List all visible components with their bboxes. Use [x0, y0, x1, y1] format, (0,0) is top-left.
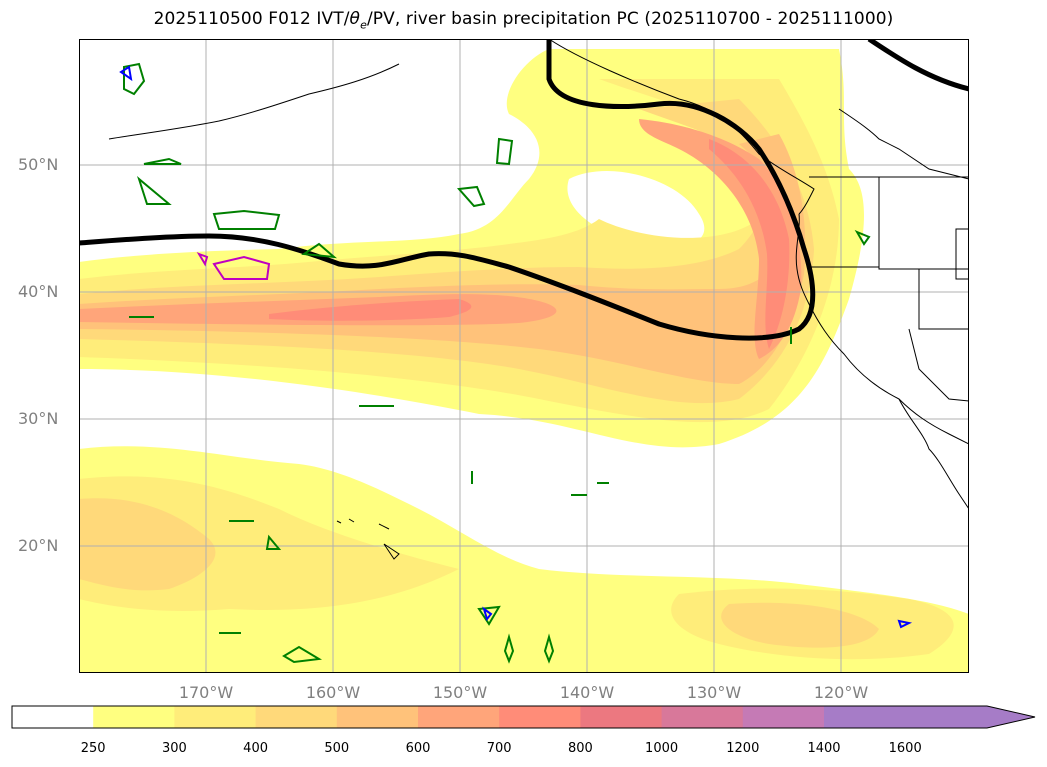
- colorbar-segment: [580, 706, 663, 728]
- lon-label-160w: 160°W: [305, 683, 361, 702]
- colorbar: [11, 705, 1036, 729]
- lon-label-170w: 170°W: [178, 683, 234, 702]
- gridlines: [79, 39, 969, 673]
- plot-title: 2025110500 F012 IVT/θe/PV, river basin p…: [153, 9, 894, 32]
- lat-label-50: 50°N: [18, 155, 59, 174]
- colorbar-tick-label: 1200: [726, 741, 760, 756]
- lat-label-40: 40°N: [18, 282, 59, 301]
- lat-label-30: 30°N: [18, 409, 59, 428]
- colorbar-tick-label: 300: [161, 741, 187, 756]
- lon-label-150w: 150°W: [432, 683, 488, 702]
- theta-e-contours: [79, 39, 969, 341]
- colorbar-tick-label: 1400: [807, 741, 841, 756]
- lon-label-140w: 140°W: [559, 683, 615, 702]
- colorbar-outline: [11, 705, 1036, 729]
- lat-label-20: 20°N: [18, 536, 59, 555]
- map-canvas: [79, 39, 969, 673]
- ivt-level-700: [269, 299, 472, 321]
- coastlines: [108, 39, 969, 560]
- colorbar-tick-label: 1000: [645, 741, 679, 756]
- colorbar-segment: [742, 706, 825, 728]
- colorbar-tick-label: 400: [243, 741, 268, 756]
- colorbar-segments: [12, 706, 1035, 728]
- colorbar-segment-extend: [824, 706, 1035, 728]
- ivt-level-700: [709, 139, 790, 349]
- colorbar-tick-label: 250: [80, 741, 106, 756]
- ivt-level-400: [721, 602, 879, 648]
- colorbar-segment: [336, 706, 419, 728]
- ivt-field: [79, 49, 969, 673]
- pv-contours: [119, 62, 913, 664]
- colorbar-segment: [93, 706, 175, 728]
- ivt-level-400: [79, 498, 216, 591]
- colorbar-segment: [174, 706, 257, 728]
- colorbar-tick-label: 600: [405, 741, 431, 756]
- lon-label-120w: 120°W: [813, 683, 869, 702]
- colorbar-segment: [418, 706, 500, 728]
- colorbar-segment-below: [12, 706, 94, 728]
- colorbar-segment: [255, 706, 338, 728]
- lon-label-130w: 130°W: [686, 683, 742, 702]
- colorbar-tick-label: 800: [567, 741, 593, 756]
- colorbar-tick-label: 500: [324, 741, 350, 756]
- colorbar-segment: [661, 706, 744, 728]
- map-border: [79, 39, 969, 673]
- colorbar-tick-label: 1600: [888, 741, 922, 756]
- map-panel: [79, 39, 969, 673]
- colorbar-tick-label: 700: [486, 741, 512, 756]
- colorbar-segment: [499, 706, 581, 728]
